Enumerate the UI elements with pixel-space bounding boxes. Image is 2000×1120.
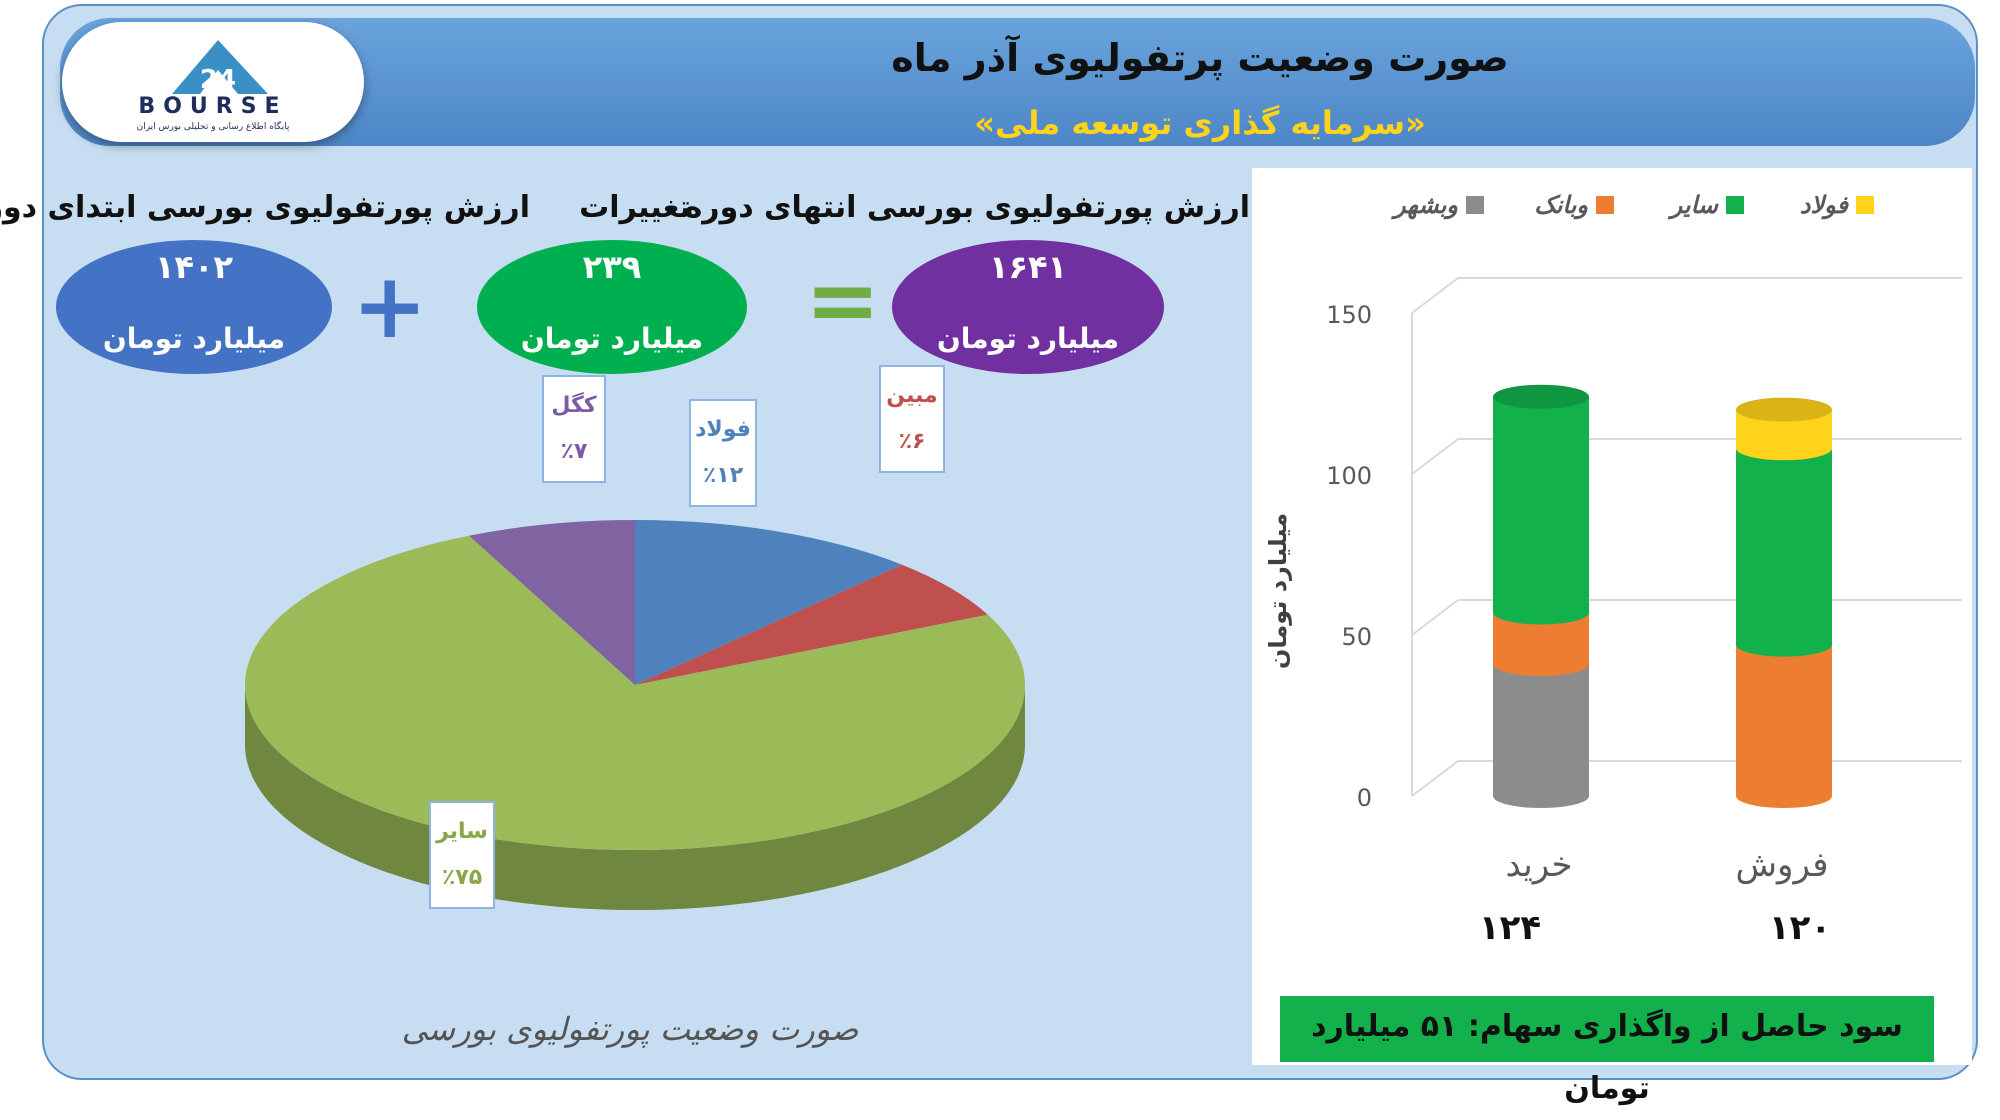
pie-label-name-3: سایر — [435, 819, 488, 844]
grid-slant-1 — [1411, 599, 1459, 636]
page-title: صورت وضعیت پرتفولیوی آذر ماه — [891, 36, 1509, 80]
change-unit: میلیارد تومان — [520, 322, 704, 355]
pie-label-name-0: کگل — [551, 391, 596, 418]
end-unit: میلیارد تومان — [936, 322, 1120, 355]
start-value-label: ارزش پورتفولیوی بورسی ابتدای دوره — [0, 190, 530, 225]
pie-slice-3 — [245, 535, 1026, 850]
pie-label-value-1: ٪۱۲ — [703, 463, 744, 488]
plus-sign: + — [352, 254, 428, 359]
bar-0-segment-0 — [1493, 663, 1589, 808]
sell-total: ۱۲۰ — [1768, 908, 1832, 948]
legend-swatch-1 — [1726, 196, 1744, 214]
trades-bar-chart: 0 50 100 150 میلیارد تومان فولاد سایر وبانک وبشه… — [1264, 191, 1962, 885]
pie-label-box-0 — [542, 375, 606, 483]
bar-1-cap — [1736, 397, 1832, 422]
pie-label-box-3 — [429, 801, 495, 909]
pie-label-box-1 — [689, 399, 757, 507]
pie-label-box-2 — [879, 365, 945, 473]
pie-label-value-0: ٪۷ — [561, 439, 588, 464]
logo-word: BOURSE — [138, 94, 288, 119]
legend-swatch-3 — [1466, 196, 1484, 214]
logo-subtext: پایگاه اطلاع رسانی و تحلیلی بورس ایران — [136, 122, 290, 132]
pie-caption: صورت وضعیت پورتفولیوی بورسی — [401, 1010, 859, 1048]
bar-1-segment-2 — [1736, 448, 1832, 657]
pie-slice-1 — [635, 520, 902, 685]
grid-slant-3 — [1411, 277, 1459, 314]
legend-label-2: وبانک — [1534, 191, 1588, 220]
legend-swatch-0 — [1856, 196, 1874, 214]
logo-mark-icon: 24 — [172, 40, 268, 95]
pie-slice-2 — [635, 564, 988, 685]
bar-0-segment-1 — [1493, 612, 1589, 676]
change-value: ۲۳۹ — [582, 248, 642, 286]
x-tick-0: خرید — [1505, 845, 1572, 885]
legend-label-0: فولاد — [1800, 191, 1850, 220]
end-value-ellipse: ۱۶۴۱ میلیارد تومان — [892, 240, 1164, 374]
change-label: تغییرات — [579, 190, 691, 225]
pie-label-value-2: ٪۶ — [899, 429, 926, 454]
buy-total: ۱۲۴ — [1478, 908, 1542, 948]
svg-text:24: 24 — [200, 65, 236, 95]
y-tick-0: 0 — [1357, 784, 1372, 812]
legend-swatch-2 — [1596, 196, 1614, 214]
bourse-logo: 24 BOURSE پایگاه اطلاع رسانی و تحلیلی بو… — [62, 22, 364, 142]
y-tick-3: 150 — [1326, 301, 1372, 329]
pie-label-name-1: فولاد — [695, 417, 751, 442]
bar-1-segment-3 — [1736, 409, 1832, 461]
bar-1-segment-1 — [1736, 644, 1832, 808]
page-subtitle: «سرمایه گذاری توسعه ملی» — [974, 104, 1426, 142]
start-unit: میلیارد تومان — [102, 322, 286, 355]
pie-label-value-3: ٪۷۵ — [442, 865, 482, 890]
pie-label-name-2: مبین — [886, 383, 937, 408]
equals-sign: = — [805, 248, 881, 353]
y-tick-2: 100 — [1326, 462, 1372, 490]
x-tick-1: فروش — [1736, 845, 1829, 885]
end-value-label: ارزش پورتفولیوی بورسی انتهای دوره — [684, 190, 1250, 225]
header-bar: صورت وضعیت پرتفولیوی آذر ماه «سرمایه گذا… — [60, 18, 1975, 146]
start-value-ellipse: ۱۴۰۲ میلیارد تومان — [56, 240, 332, 374]
bar-chart-panel — [1252, 168, 1972, 1065]
bar-0-segment-2 — [1493, 396, 1589, 625]
y-tick-1: 50 — [1341, 623, 1372, 651]
start-value: ۱۴۰۲ — [154, 248, 234, 286]
legend-label-1: سایر — [1667, 191, 1719, 220]
bar-0-cap — [1493, 384, 1589, 409]
grid-slant-0 — [1411, 760, 1459, 797]
y-axis-label: میلیارد تومان — [1264, 513, 1292, 669]
pie-slice-0 — [468, 520, 635, 685]
change-ellipse: ۲۳۹ میلیارد تومان — [477, 240, 747, 374]
legend-label-3: وبشهر — [1390, 191, 1458, 220]
portfolio-pie-chart: کگل ٪۷ فولاد ٪۱۲ مبین ٪۶ سایر ٪۷۵ — [245, 365, 1026, 910]
end-value: ۱۶۴۱ — [988, 248, 1068, 286]
grid-slant-2 — [1411, 438, 1459, 475]
profit-banner: سود حاصل از واگذاری سهام: ۵۱ میلیارد توم… — [1280, 996, 1934, 1106]
